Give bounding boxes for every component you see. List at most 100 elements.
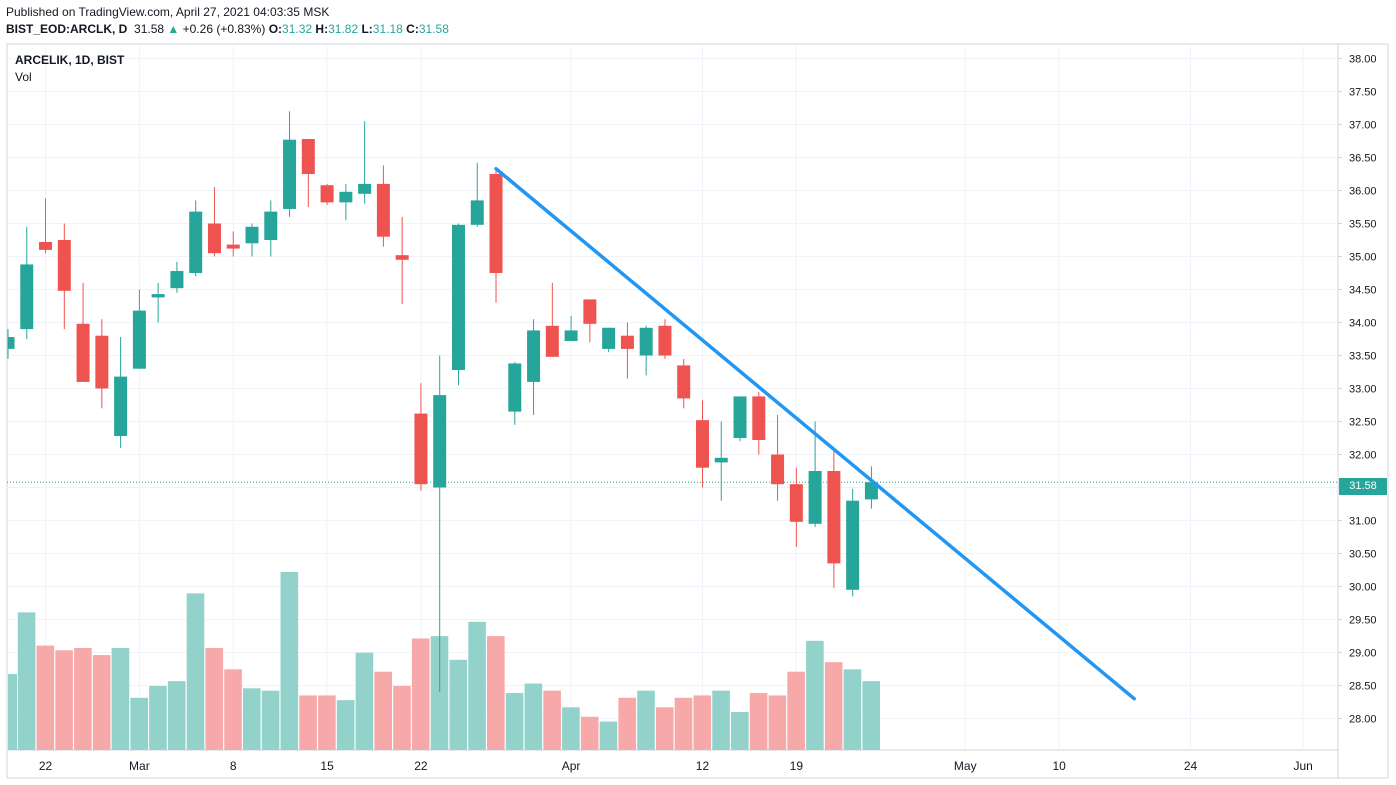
volume-bar: [280, 572, 299, 750]
legend-symbol: ARCELIK, 1D, BIST: [15, 53, 125, 67]
price-tick-label: 38.00: [1349, 54, 1377, 66]
volume-bar: [243, 688, 261, 750]
candle-body: [733, 396, 747, 438]
last-price-tag: 31.58: [1339, 478, 1387, 495]
volume-bar: [862, 681, 881, 750]
price-tick-label: 36.00: [1349, 186, 1377, 198]
candle-body: [527, 330, 541, 382]
price-tick-label: 37.50: [1349, 87, 1377, 99]
time-tick-label: 8: [230, 759, 237, 773]
candle-body: [771, 454, 785, 485]
last-price: 31.58: [134, 22, 165, 36]
volume-bar: [824, 662, 843, 750]
candle-body: [395, 255, 409, 260]
volume-bar: [74, 647, 92, 750]
candle-body: [39, 241, 53, 250]
volume-bar: [787, 671, 805, 750]
candle-body: [151, 294, 165, 298]
price-tick-label: 35.50: [1349, 219, 1377, 231]
volume-bar: [674, 697, 693, 750]
volume-bar: [599, 721, 618, 750]
price-tick-label: 28.50: [1349, 681, 1377, 693]
symbol-quote-bar: BIST_EOD:ARCLK, D 31.58 ▲ +0.26 (+0.83%)…: [6, 22, 449, 36]
volume-bar: [468, 621, 486, 750]
price-tick-label: 31.00: [1349, 516, 1377, 528]
up-arrow-icon: ▲: [167, 22, 180, 36]
price-tick-label: 29.50: [1349, 615, 1377, 627]
price-tick-label: 37.00: [1349, 120, 1377, 132]
price-tick-label: 35.00: [1349, 252, 1377, 264]
time-tick-label: 19: [790, 759, 804, 773]
volume-bar: [618, 697, 637, 750]
volume-bar: [205, 647, 224, 750]
published-caption: Published on TradingView.com, April 27, …: [6, 5, 330, 19]
volume-bar: [318, 695, 336, 750]
candle-body: [508, 363, 522, 412]
volume-bar: [843, 669, 862, 750]
price-tick-label: 32.50: [1349, 417, 1377, 429]
volume-bar: [130, 697, 148, 750]
candle-body: [658, 325, 672, 356]
volume-bar: [562, 707, 580, 750]
open-value: 31.32: [282, 22, 313, 36]
candle-body: [470, 200, 484, 225]
candle-body: [20, 264, 34, 330]
candle-body: [95, 335, 109, 389]
time-tick-label: 10: [1052, 759, 1066, 773]
volume-bar: [449, 659, 468, 750]
time-tick-label: Mar: [129, 759, 150, 773]
candle-body: [451, 224, 465, 371]
price-tick-label: 30.00: [1349, 582, 1377, 594]
close-label: C:: [406, 22, 419, 36]
volume-bar: [186, 593, 205, 750]
time-tick-label: 12: [696, 759, 710, 773]
candle-body: [132, 310, 146, 369]
price-tick-label: 33.50: [1349, 351, 1377, 363]
price-tick-label: 34.50: [1349, 285, 1377, 297]
volume-bar: [224, 669, 242, 750]
candle-body: [789, 484, 803, 522]
candle-body: [189, 211, 203, 273]
candle-body: [808, 471, 822, 524]
plot-frame: [6, 43, 1339, 779]
candle-body: [864, 482, 878, 500]
low-value: 31.18: [372, 22, 403, 36]
volume-bar: [111, 647, 130, 750]
low-label: L:: [361, 22, 373, 36]
time-tick-label: 22: [39, 759, 53, 773]
chart-legend: ARCELIK, 1D, BIST Vol: [15, 53, 124, 84]
candle-body: [827, 471, 841, 564]
volume-bar: [8, 674, 17, 750]
volume-bar: [749, 693, 768, 750]
candle-body: [414, 413, 428, 485]
high-value: 31.82: [328, 22, 359, 36]
time-tick-label: 24: [1184, 759, 1198, 773]
trendline: [494, 166, 1136, 701]
price-tick-label: 30.50: [1349, 549, 1377, 561]
candle-body: [489, 174, 503, 273]
volume-bar: [655, 707, 674, 750]
price-tick-label: 32.00: [1349, 450, 1377, 462]
legend-volume: Vol: [15, 70, 32, 84]
volume-bar: [92, 655, 111, 750]
volume-bar: [543, 690, 561, 750]
candle-body: [76, 323, 90, 382]
volume-bar: [393, 685, 411, 750]
candle-body: [339, 191, 353, 203]
candle-body: [433, 395, 447, 488]
candle-body: [8, 337, 15, 349]
time-tick-label: Jun: [1293, 759, 1312, 773]
volume-bar: [149, 685, 167, 750]
volume-bar: [806, 640, 824, 750]
candle-body: [226, 244, 240, 249]
volume-bar: [55, 650, 73, 750]
candle-body: [752, 396, 766, 440]
candle-body: [114, 376, 128, 437]
candle-body: [583, 299, 597, 324]
candle-body: [602, 327, 616, 349]
candle-body: [57, 240, 71, 291]
volume-bar: [731, 712, 749, 750]
volume-bar: [167, 681, 186, 750]
volume-bar: [36, 645, 55, 750]
